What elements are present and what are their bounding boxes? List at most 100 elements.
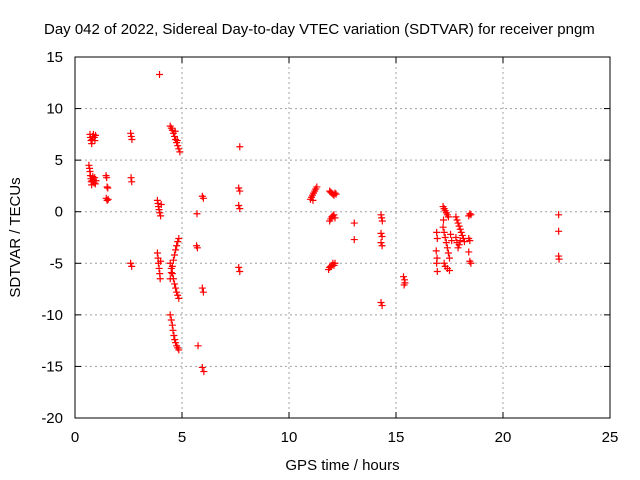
data-point [452, 213, 460, 221]
data-point [153, 196, 161, 204]
data-point [157, 200, 165, 208]
data-point [104, 184, 112, 192]
data-point [173, 137, 181, 145]
data-point [441, 234, 449, 241]
data-point [236, 187, 244, 195]
y-tick-label: -10 [41, 307, 63, 324]
plot-frame [74, 56, 611, 419]
data-point [174, 291, 182, 299]
data-point [128, 136, 136, 144]
data-point [156, 275, 164, 283]
x-tick-label: 10 [281, 429, 298, 446]
data-point [455, 241, 463, 249]
data-point [166, 311, 174, 319]
y-tick-label: 15 [46, 49, 63, 66]
data-point [378, 242, 386, 250]
data-point [127, 132, 135, 140]
data-point [236, 143, 244, 151]
data-point [169, 275, 177, 283]
data-point [175, 145, 183, 153]
data-point [168, 321, 176, 329]
data-point [155, 206, 163, 214]
data-point [127, 259, 135, 267]
data-point [350, 236, 358, 244]
data-point [455, 222, 463, 230]
data-point [433, 259, 441, 267]
x-tick-label: 5 [178, 429, 186, 446]
y-tick-label: 5 [55, 152, 63, 169]
data-point [350, 219, 358, 227]
data-point [235, 184, 243, 192]
data-point [172, 284, 180, 292]
data-point [433, 235, 441, 243]
data-point [156, 71, 164, 79]
data-point [198, 363, 206, 371]
data-point [433, 268, 441, 276]
x-tick-label: 0 [71, 429, 79, 446]
data-point [157, 257, 165, 265]
y-tick-label: 0 [55, 204, 63, 221]
data-point [456, 225, 464, 233]
data-point [128, 262, 136, 270]
data-point [172, 136, 180, 144]
data-point [92, 177, 100, 185]
data-point [309, 196, 317, 204]
data-point [454, 219, 462, 227]
data-point [467, 259, 475, 267]
data-point [194, 342, 202, 350]
data-point [173, 242, 181, 250]
data-point [175, 346, 183, 354]
data-point [155, 264, 163, 272]
y-axis-title: SDTVAR / TECUs [7, 177, 24, 297]
data-point [439, 223, 447, 231]
data-point [156, 209, 164, 217]
data-point [458, 231, 466, 239]
data-point [175, 235, 183, 243]
data-point [555, 227, 563, 235]
data-point [377, 239, 385, 247]
data-point [444, 213, 452, 221]
x-axis-title: GPS time / hours [285, 457, 399, 474]
data-point [166, 259, 174, 267]
data-point [127, 129, 135, 137]
data-point [433, 228, 441, 236]
data-point [453, 216, 461, 224]
data-point [174, 238, 182, 246]
y-tick-label: -15 [41, 358, 63, 375]
data-point [467, 211, 475, 219]
data-point [198, 284, 206, 292]
data-point [172, 246, 180, 254]
data-point [440, 259, 448, 267]
data-point [443, 244, 451, 252]
data-point [330, 211, 338, 219]
data-point [452, 234, 460, 241]
data-point [104, 195, 112, 203]
data-point [331, 214, 339, 222]
data-point [193, 244, 201, 252]
data-point [193, 210, 201, 218]
data-point [85, 161, 93, 169]
data-point [169, 256, 177, 264]
data-point [440, 228, 448, 236]
data-point [448, 237, 456, 245]
data-point [555, 255, 563, 263]
data-point [456, 237, 464, 245]
chart-title: Day 042 of 2022, Sidereal Day-to-day VTE… [44, 21, 595, 38]
data-point [128, 178, 136, 186]
data-point [199, 194, 207, 202]
x-tick-label: 15 [388, 429, 405, 446]
data-point [200, 368, 208, 376]
data-point [399, 273, 407, 281]
data-point [331, 259, 339, 267]
y-tick-label: -20 [41, 410, 63, 427]
data-point [171, 132, 179, 140]
data-point [157, 212, 165, 220]
data-point [466, 210, 474, 218]
data-point [377, 298, 385, 306]
x-tick-label: 25 [602, 429, 619, 446]
data-point [432, 247, 440, 255]
data-point [171, 336, 179, 344]
data-point [465, 248, 473, 256]
data-point [447, 230, 455, 238]
axis-ticks: 0 5 10 15 20 25 -20 -15 -10 -5 0 5 10 15 [41, 49, 618, 446]
